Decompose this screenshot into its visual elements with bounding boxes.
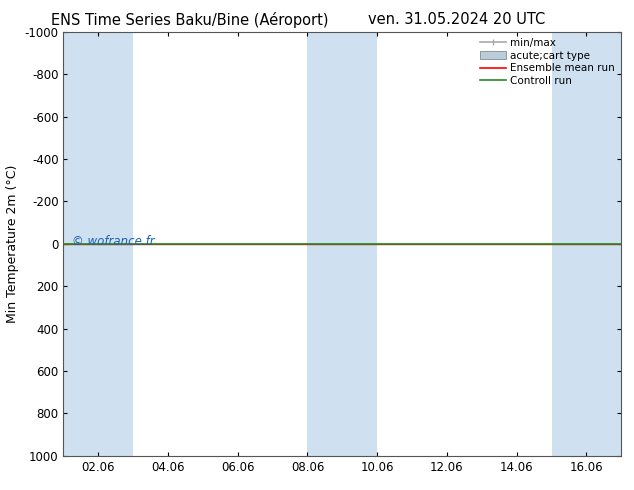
- Text: ENS Time Series Baku/Bine (Aéroport): ENS Time Series Baku/Bine (Aéroport): [51, 12, 329, 28]
- Bar: [63, 32, 133, 456]
- Bar: [552, 32, 621, 456]
- Legend: min/max, acute;cart type, Ensemble mean run, Controll run: min/max, acute;cart type, Ensemble mean …: [477, 35, 618, 89]
- Y-axis label: Min Temperature 2m (°C): Min Temperature 2m (°C): [6, 165, 19, 323]
- Bar: [307, 32, 377, 456]
- Text: ven. 31.05.2024 20 UTC: ven. 31.05.2024 20 UTC: [368, 12, 545, 27]
- Text: © wofrance.fr: © wofrance.fr: [72, 235, 155, 248]
